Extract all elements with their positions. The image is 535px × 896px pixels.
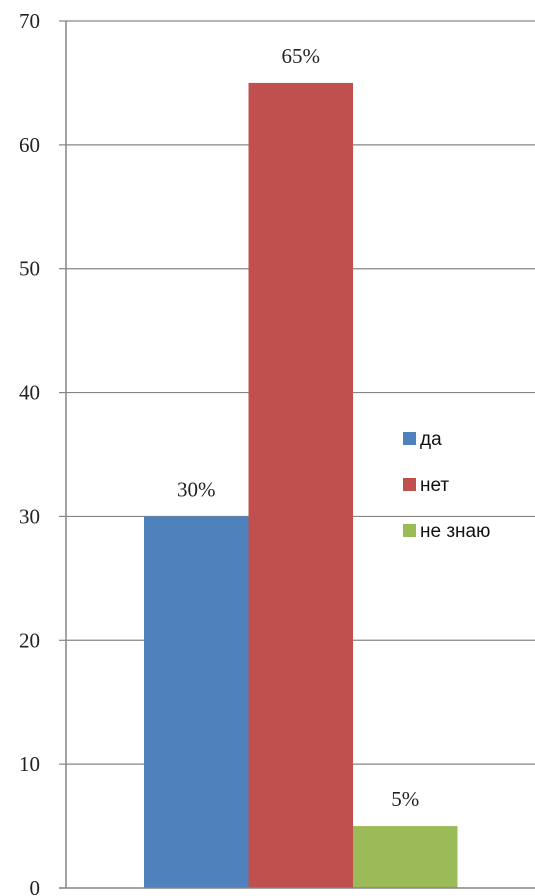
data-label-2: 65% <box>282 44 321 68</box>
legend: да нет не знаю <box>403 429 490 542</box>
bar-1 <box>144 516 249 888</box>
legend-swatch-3 <box>403 524 416 537</box>
bar-3 <box>353 826 458 888</box>
legend-swatch-2 <box>403 478 416 491</box>
y-tick-label: 30 <box>19 504 40 528</box>
bar-2 <box>248 82 353 888</box>
y-tick-label: 50 <box>19 257 40 281</box>
y-axis-tick-labels: 0 10 20 30 40 50 60 70 <box>19 9 40 896</box>
data-label-1: 30% <box>177 477 216 501</box>
data-labels: 30% 65% 5% <box>177 44 419 811</box>
y-tick-label: 70 <box>19 9 40 33</box>
data-label-3: 5% <box>391 787 419 811</box>
y-tick-label: 0 <box>30 876 41 896</box>
y-tick-label: 60 <box>19 133 40 157</box>
legend-label-2: нет <box>420 475 449 496</box>
legend-swatch-1 <box>403 432 416 445</box>
y-tick-label: 10 <box>19 752 40 776</box>
y-tick-label: 40 <box>19 381 40 405</box>
legend-label-3: не знаю <box>420 521 490 542</box>
y-tick-label: 20 <box>19 628 40 652</box>
legend-label-1: да <box>420 429 442 450</box>
bars <box>144 82 458 888</box>
